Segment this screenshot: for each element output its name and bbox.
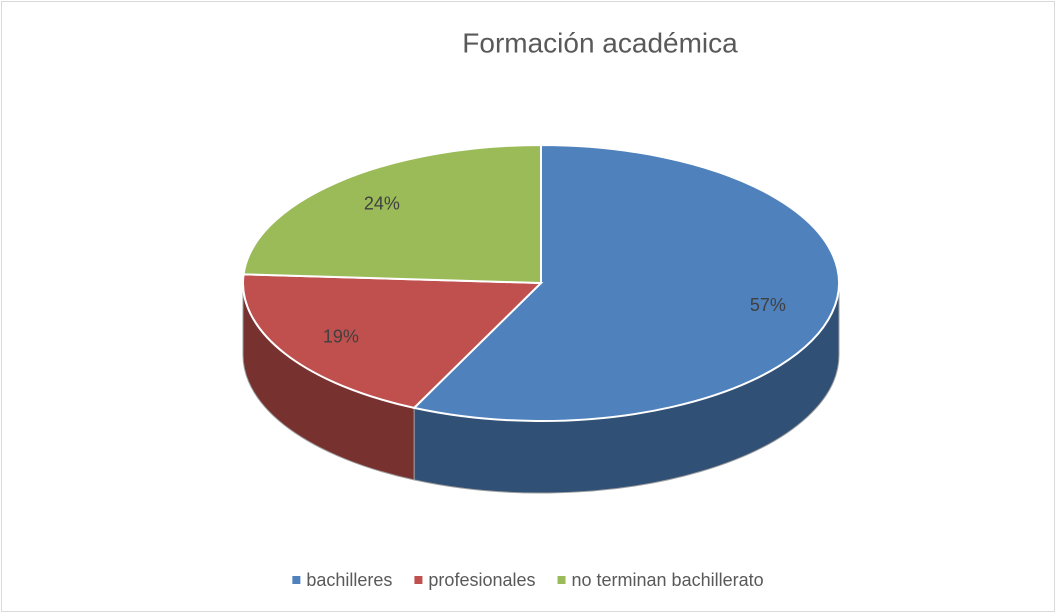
legend-label: bachilleres: [306, 570, 392, 590]
pie-slice: [242, 273, 544, 409]
legend-marker: [557, 576, 566, 584]
legend-marker: [414, 576, 423, 584]
pie-slice: [412, 143, 840, 422]
legend-label: profesionales: [428, 570, 535, 590]
pie-slice: [242, 143, 542, 285]
data-label: 19%: [323, 327, 359, 347]
chart-title: Formación académica: [462, 27, 738, 58]
data-label: 57%: [750, 295, 786, 315]
data-label: 24%: [364, 193, 400, 213]
legend-marker: [292, 576, 301, 584]
legend-label: no terminan bachillerato: [572, 570, 764, 590]
